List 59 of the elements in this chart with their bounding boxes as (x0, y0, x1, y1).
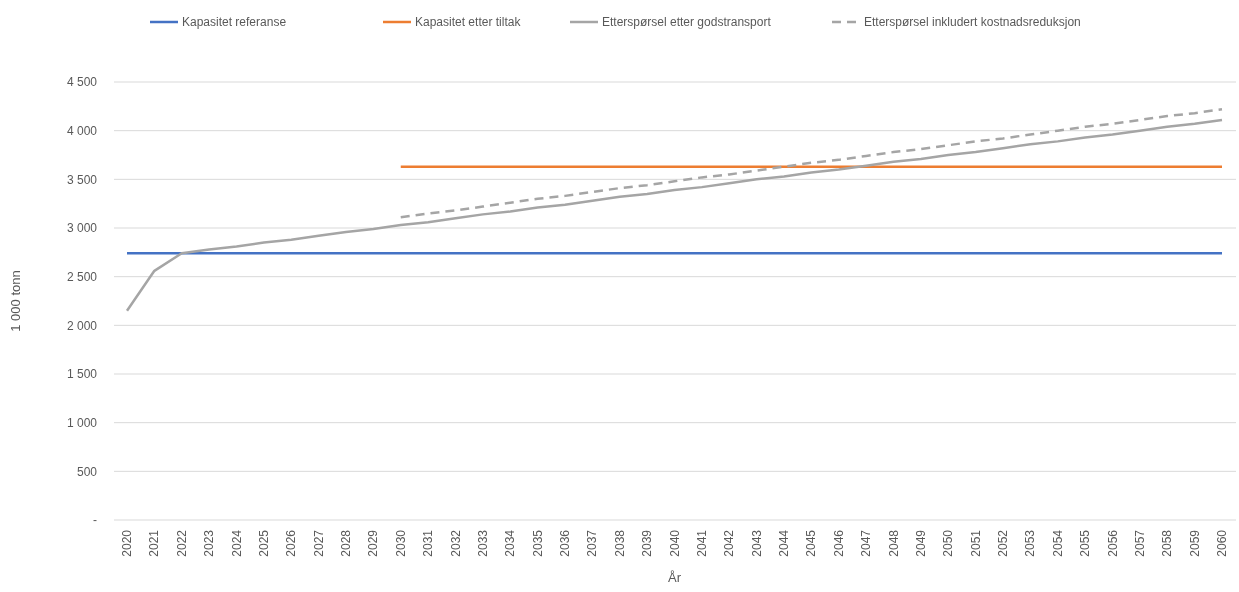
x-tick-label: 2030 (393, 529, 408, 557)
x-tick-label: 2053 (1023, 529, 1038, 557)
y-tick-label: 500 (76, 464, 98, 479)
line-series (399, 108, 1224, 219)
x-axis-title: År (668, 570, 682, 585)
legend-label: Kapasitet etter tiltak (415, 15, 522, 30)
x-tick-label: 2036 (558, 529, 572, 557)
x-tick-label: 2055 (1078, 529, 1093, 557)
x-tick-label: 2049 (913, 529, 928, 557)
legend-label: Etterspørsel inkludert kostnadsreduksjon (864, 15, 1081, 30)
y-tick-label: 2 000 (66, 318, 98, 333)
x-tick-label: 2048 (886, 529, 901, 557)
y-axis-title: 1 000 tonn (8, 270, 23, 332)
x-tick-label: 2047 (859, 529, 874, 557)
x-tick-label: 2059 (1187, 529, 1202, 557)
x-tick-label: 2031 (421, 529, 436, 557)
y-tick-label: - (93, 513, 97, 528)
x-tick-label: 2058 (1160, 529, 1175, 557)
y-tick-label: 1 000 (66, 415, 98, 430)
x-tick-label: 2056 (1105, 529, 1120, 557)
y-tick-label: 4 500 (66, 75, 98, 90)
y-tick-label: 3 500 (66, 172, 98, 187)
x-tick-label: 2020 (120, 529, 134, 557)
x-tick-label: 2040 (667, 529, 682, 557)
x-tick-label: 2021 (147, 529, 162, 557)
x-tick-label: 2045 (804, 529, 819, 557)
y-tick-label: 4 000 (66, 123, 98, 138)
x-tick-label: 2027 (311, 529, 326, 557)
x-tick-label: 2042 (722, 529, 737, 557)
x-tick-label: 2025 (256, 529, 271, 557)
x-tick-label: 2033 (475, 529, 490, 557)
x-tick-label: 2032 (448, 529, 463, 557)
legend-label: Etterspørsel etter godstransport (602, 15, 772, 30)
x-tick-label: 2052 (996, 529, 1010, 557)
x-tick-label: 2054 (1050, 529, 1065, 557)
x-tick-label: 2060 (1215, 529, 1229, 557)
y-tick-label: 3 000 (66, 221, 98, 236)
x-tick-label: 2043 (749, 529, 764, 557)
legend-label: Kapasitet referanse (182, 15, 287, 30)
x-tick-label: 2038 (612, 529, 627, 557)
x-tick-label: 2044 (777, 529, 791, 557)
x-tick-label: 2057 (1132, 529, 1147, 557)
x-tick-label: 2023 (202, 529, 217, 557)
x-tick-label: 2050 (941, 529, 956, 557)
x-tick-label: 2035 (530, 529, 545, 557)
x-tick-label: 2022 (174, 529, 189, 557)
x-tick-label: 2029 (366, 529, 381, 557)
y-tick-label: 1 500 (66, 367, 98, 382)
x-tick-label: 2039 (640, 529, 655, 557)
y-tick-label: 2 500 (66, 269, 98, 284)
x-tick-label: 2026 (284, 529, 299, 557)
line-series (125, 118, 1224, 312)
x-tick-label: 2041 (694, 529, 709, 557)
x-tick-label: 2024 (229, 529, 244, 557)
x-tick-label: 2037 (585, 529, 600, 557)
x-tick-label: 2034 (503, 529, 518, 557)
x-tick-label: 2046 (831, 529, 846, 557)
x-tick-label: 2051 (968, 529, 983, 557)
x-tick-label: 2028 (339, 529, 353, 557)
